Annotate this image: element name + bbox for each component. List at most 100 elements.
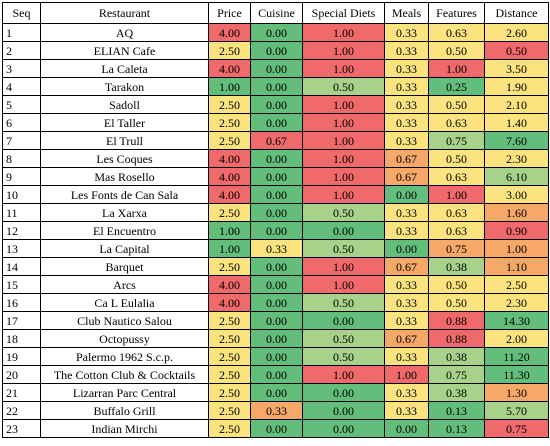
meals-cell: 0.33 bbox=[384, 221, 429, 240]
price-cell: 4.00 bbox=[208, 167, 251, 186]
restaurant-name-cell: Les Fonts de Can Sala bbox=[40, 185, 209, 204]
features-cell: 0.75 bbox=[428, 131, 485, 150]
price-cell: 4.00 bbox=[208, 149, 251, 168]
special-diets-cell: 1.00 bbox=[302, 365, 385, 384]
restaurant-name-cell: La Xarxa bbox=[40, 203, 209, 222]
seq-cell: 1 bbox=[2, 23, 41, 42]
special-diets-cell: 0.00 bbox=[302, 221, 385, 240]
seq-cell: 18 bbox=[2, 329, 41, 348]
cuisine-cell: 0.00 bbox=[250, 23, 303, 42]
meals-cell: 0.33 bbox=[384, 113, 429, 132]
table-row: 8 Les Coques 4.00 0.00 1.00 0.67 0.50 2.30 bbox=[2, 149, 549, 168]
price-cell: 2.50 bbox=[208, 347, 251, 366]
features-cell: 0.75 bbox=[428, 365, 485, 384]
price-cell: 1.00 bbox=[208, 239, 251, 258]
features-cell: 0.63 bbox=[428, 167, 485, 186]
table-row: 12 El Encuentro 1.00 0.00 0.00 0.33 0.63 0.90 bbox=[2, 221, 549, 240]
seq-cell: 4 bbox=[2, 77, 41, 96]
special-diets-cell: 0.50 bbox=[302, 77, 385, 96]
restaurant-table: Seq Restaurant Price Cuisine Special Die… bbox=[2, 2, 549, 438]
table-row: 10 Les Fonts de Can Sala 4.00 0.00 1.00 0.00 1… bbox=[2, 185, 549, 204]
distance-cell: 11.20 bbox=[484, 347, 549, 366]
cuisine-cell: 0.67 bbox=[250, 131, 303, 150]
seq-cell: 15 bbox=[2, 275, 41, 294]
seq-cell: 14 bbox=[2, 257, 41, 276]
distance-cell: 6.10 bbox=[484, 167, 549, 186]
meals-cell: 0.33 bbox=[384, 311, 429, 330]
cuisine-cell: 0.00 bbox=[250, 113, 303, 132]
meals-cell: 0.33 bbox=[384, 401, 429, 420]
restaurant-name-cell: La Caleta bbox=[40, 59, 209, 78]
seq-cell: 19 bbox=[2, 347, 41, 366]
price-cell: 4.00 bbox=[208, 23, 251, 42]
features-cell: 0.50 bbox=[428, 293, 485, 312]
seq-cell: 23 bbox=[2, 419, 41, 438]
price-cell: 2.50 bbox=[208, 401, 251, 420]
table-row: 20 The Cotton Club & Cocktails 2.50 0.00 1.0… bbox=[2, 365, 549, 384]
meals-cell: 0.33 bbox=[384, 23, 429, 42]
seq-cell: 21 bbox=[2, 383, 41, 402]
seq-cell: 2 bbox=[2, 41, 41, 60]
special-diets-cell: 1.00 bbox=[302, 95, 385, 114]
restaurant-name-cell: Sadoll bbox=[40, 95, 209, 114]
distance-cell: 2.50 bbox=[484, 275, 549, 294]
meals-cell: 0.33 bbox=[384, 131, 429, 150]
distance-cell: 3.00 bbox=[484, 185, 549, 204]
cuisine-cell: 0.00 bbox=[250, 419, 303, 438]
table-row: 13 La Capital 1.00 0.33 0.50 0.00 0.75 1.00 bbox=[2, 239, 549, 258]
header-meals: Meals bbox=[384, 2, 429, 24]
special-diets-cell: 1.00 bbox=[302, 131, 385, 150]
seq-cell: 11 bbox=[2, 203, 41, 222]
table-row: 17 Club Nautico Salou 2.50 0.00 0.00 0.33 0.88… bbox=[2, 311, 549, 330]
distance-cell: 7.60 bbox=[484, 131, 549, 150]
seq-cell: 20 bbox=[2, 365, 41, 384]
restaurant-name-cell: El Encuentro bbox=[40, 221, 209, 240]
meals-cell: 0.33 bbox=[384, 347, 429, 366]
cuisine-cell: 0.00 bbox=[250, 77, 303, 96]
seq-cell: 5 bbox=[2, 95, 41, 114]
special-diets-cell: 0.50 bbox=[302, 293, 385, 312]
restaurant-name-cell: Mas Rosello bbox=[40, 167, 209, 186]
table-row: 7 El Trull 2.50 0.67 1.00 0.33 0.75 7.60 bbox=[2, 131, 549, 150]
meals-cell: 0.33 bbox=[384, 293, 429, 312]
meals-cell: 0.00 bbox=[384, 185, 429, 204]
distance-cell: 2.30 bbox=[484, 293, 549, 312]
restaurant-name-cell: Octopussy bbox=[40, 329, 209, 348]
seq-cell: 8 bbox=[2, 149, 41, 168]
special-diets-cell: 1.00 bbox=[302, 41, 385, 60]
seq-cell: 7 bbox=[2, 131, 41, 150]
cuisine-cell: 0.00 bbox=[250, 257, 303, 276]
distance-cell: 0.75 bbox=[484, 419, 549, 438]
price-cell: 2.50 bbox=[208, 311, 251, 330]
restaurant-name-cell: Ca L Eulalia bbox=[40, 293, 209, 312]
restaurant-name-cell: Palermo 1962 S.c.p. bbox=[40, 347, 209, 366]
restaurant-name-cell: Tarakon bbox=[40, 77, 209, 96]
distance-cell: 0.50 bbox=[484, 41, 549, 60]
table-row: 15 Arcs 4.00 0.00 1.00 0.33 0.50 2.50 bbox=[2, 275, 549, 294]
price-cell: 4.00 bbox=[208, 275, 251, 294]
special-diets-cell: 0.00 bbox=[302, 419, 385, 438]
features-cell: 0.63 bbox=[428, 113, 485, 132]
table-body: 1 AQ 4.00 0.00 1.00 0.33 0.63 2.60 2 ELIAN Cafe 2.… bbox=[2, 23, 549, 438]
cuisine-cell: 0.00 bbox=[250, 293, 303, 312]
price-cell: 2.50 bbox=[208, 329, 251, 348]
meals-cell: 1.00 bbox=[384, 365, 429, 384]
special-diets-cell: 1.00 bbox=[302, 23, 385, 42]
features-cell: 0.63 bbox=[428, 23, 485, 42]
price-cell: 1.00 bbox=[208, 77, 251, 96]
meals-cell: 0.33 bbox=[384, 95, 429, 114]
special-diets-cell: 1.00 bbox=[302, 149, 385, 168]
header-cuisine: Cuisine bbox=[250, 2, 303, 24]
price-cell: 2.50 bbox=[208, 131, 251, 150]
price-cell: 2.50 bbox=[208, 203, 251, 222]
seq-cell: 12 bbox=[2, 221, 41, 240]
distance-cell: 3.50 bbox=[484, 59, 549, 78]
header-special-diets: Special Diets bbox=[302, 2, 385, 24]
restaurant-name-cell: ELIAN Cafe bbox=[40, 41, 209, 60]
distance-cell: 2.00 bbox=[484, 329, 549, 348]
features-cell: 0.25 bbox=[428, 77, 485, 96]
features-cell: 0.13 bbox=[428, 419, 485, 438]
price-cell: 2.50 bbox=[208, 419, 251, 438]
meals-cell: 0.00 bbox=[384, 239, 429, 258]
table-row: 11 La Xarxa 2.50 0.00 0.50 0.33 0.63 1.60 bbox=[2, 203, 549, 222]
